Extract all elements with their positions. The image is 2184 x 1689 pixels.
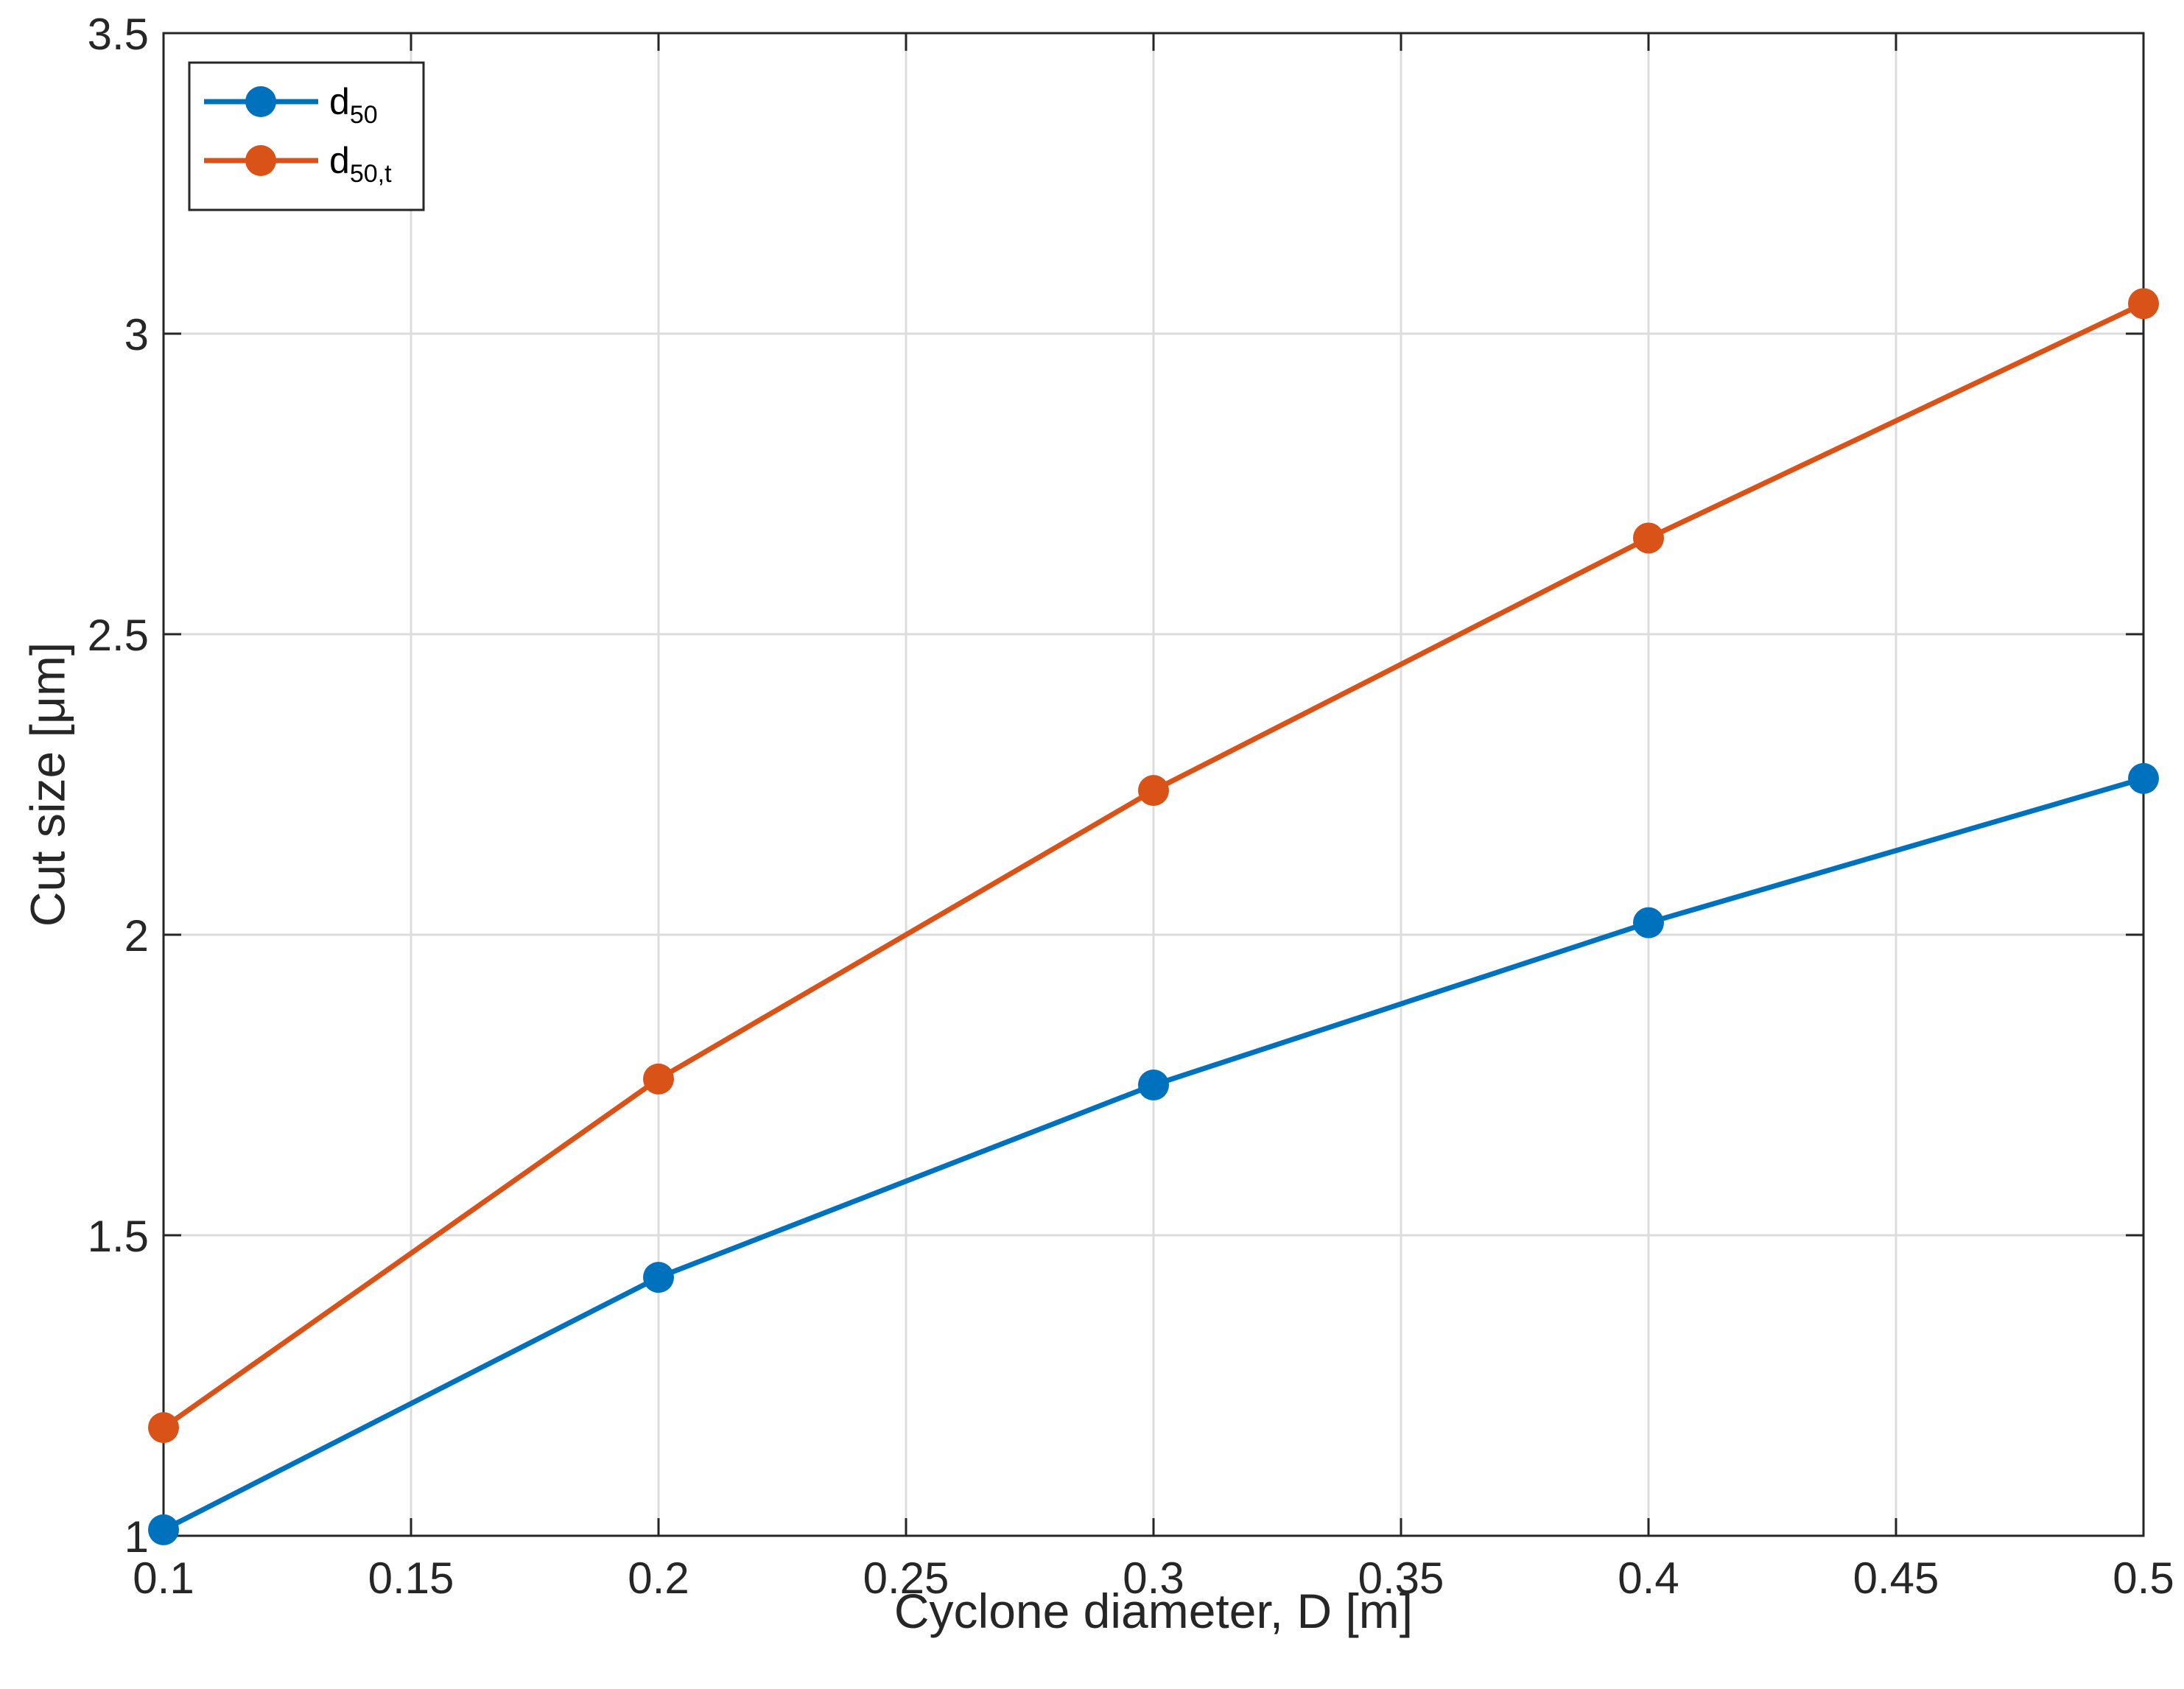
y-tick-label: 1 <box>124 1512 149 1562</box>
legend-marker <box>245 145 276 176</box>
legend-label: d50,t <box>329 140 392 188</box>
data-series <box>148 288 2159 1545</box>
y-axis-title: Cut size [μm] <box>20 642 74 927</box>
data-point <box>1138 1070 1169 1100</box>
x-tick-label: 0.5 <box>2113 1553 2174 1603</box>
x-axis-title: Cyclone diameter, D [m] <box>894 1584 1413 1638</box>
data-point <box>1633 522 1664 554</box>
x-tick-label: 0.3 <box>1123 1553 1184 1603</box>
x-tick-label: 0.45 <box>1853 1553 1939 1603</box>
x-tick-label: 0.2 <box>628 1553 689 1603</box>
data-point <box>2128 288 2159 320</box>
x-tick-label: 0.35 <box>1358 1553 1444 1603</box>
y-tick-label: 2 <box>124 911 149 961</box>
y-tick-label: 3.5 <box>88 10 149 59</box>
data-point <box>1138 775 1169 807</box>
axis-ticks: 0.1 0.15 0.2 0.25 0.3 0.35 0.4 0.45 0.5 1 1.5 2 2.5 3… <box>88 10 2174 1603</box>
x-tick-label: 0.1 <box>133 1553 194 1603</box>
x-tick-label: 0.25 <box>863 1553 949 1603</box>
legend-label: d50 <box>329 81 378 129</box>
data-point <box>1633 907 1664 938</box>
data-point <box>2128 762 2159 794</box>
legend-box <box>188 61 425 211</box>
series-2 <box>148 288 2159 1444</box>
legend-item: d50 <box>204 81 378 129</box>
data-point <box>148 1514 179 1545</box>
legend: d50 d50,t <box>188 61 425 211</box>
y-tick-label: 1.5 <box>88 1212 149 1261</box>
data-point <box>643 1063 674 1095</box>
legend-marker <box>245 86 276 117</box>
y-tick-label: 2.5 <box>88 611 149 660</box>
x-tick-label: 0.4 <box>1618 1553 1679 1603</box>
y-tick-label: 3 <box>124 310 149 359</box>
data-point <box>643 1262 674 1293</box>
series-1 <box>148 762 2159 1545</box>
x-tick-label: 0.15 <box>368 1553 454 1603</box>
legend-item: d50,t <box>204 140 392 188</box>
data-point <box>148 1412 179 1444</box>
